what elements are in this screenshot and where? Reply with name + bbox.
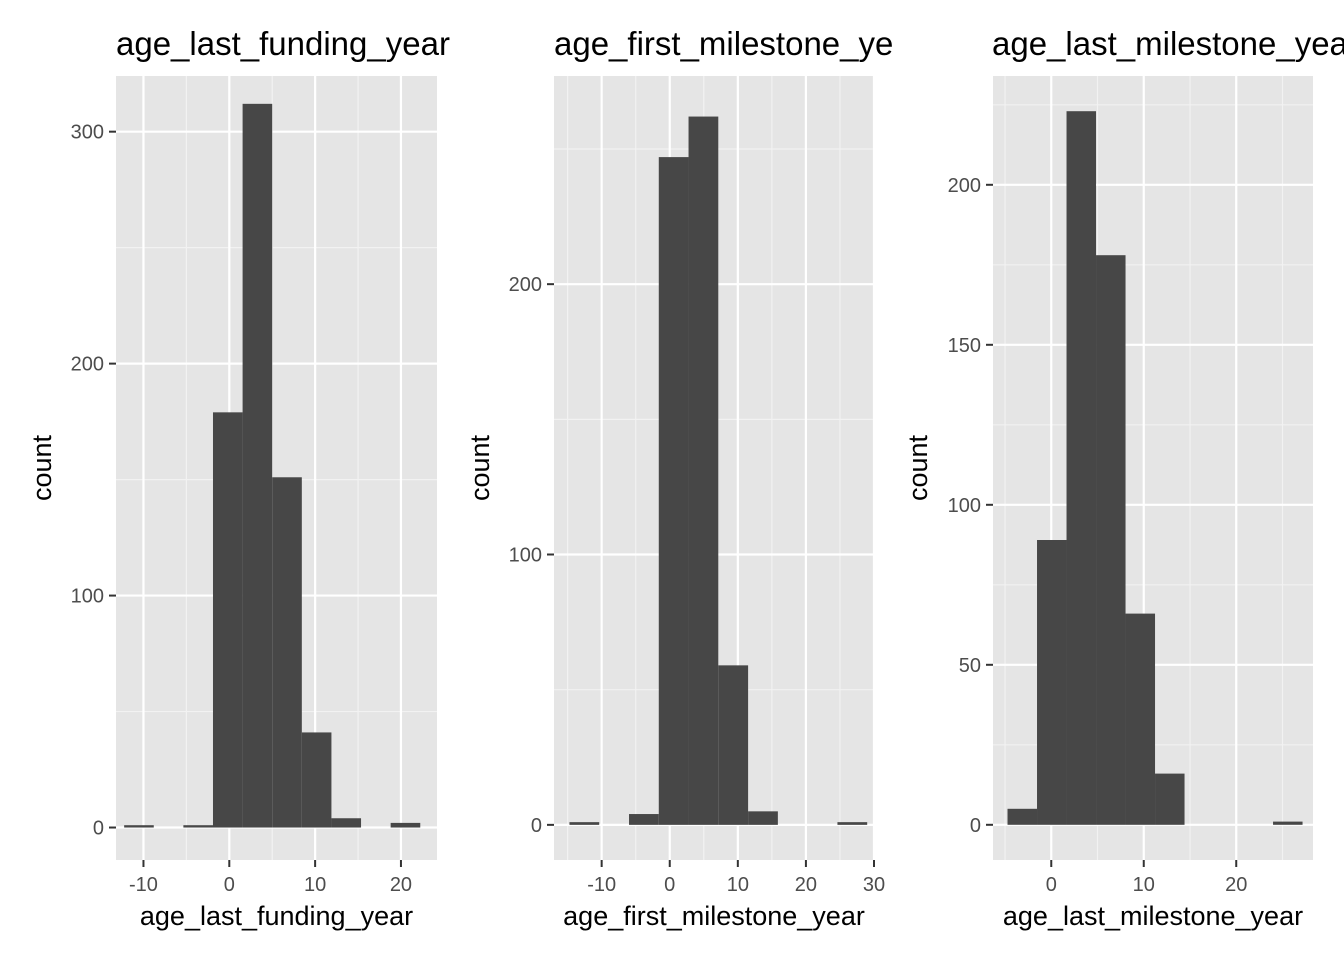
y-axis-title-1: count: [27, 434, 57, 501]
histogram-bar: [1007, 808, 1038, 825]
x-tick-label: 0: [1046, 874, 1057, 896]
x-axis-title-1: age_last_funding_year: [140, 901, 413, 931]
histogram-bar: [390, 822, 421, 828]
histogram-bar: [272, 477, 302, 828]
y-tick-label: 200: [71, 354, 104, 376]
y-tick-label: 150: [948, 335, 981, 357]
chart-title-1: age_last_funding_year: [116, 25, 450, 62]
histogram-bar: [748, 811, 778, 825]
x-tick-label: 0: [664, 874, 675, 896]
histogram-bar: [1096, 255, 1126, 825]
histogram-bar: [1037, 540, 1067, 825]
chart-title-2: age_first_milestone_year: [554, 25, 892, 62]
y-tick-label: 200: [948, 175, 981, 197]
histogram-bar: [569, 822, 600, 825]
y-tick-label: 50: [959, 655, 981, 677]
histogram-bar: [837, 822, 868, 825]
y-axis-title-3: count: [903, 434, 933, 501]
x-axis-title-2: age_first_milestone_year: [563, 901, 865, 931]
histogram-bar: [1066, 111, 1097, 825]
x-tick-label: 10: [304, 874, 326, 896]
histogram-bar: [1273, 821, 1303, 825]
x-tick-label: 20: [795, 874, 817, 896]
histogram-bar: [331, 818, 362, 828]
x-tick-label: -10: [587, 874, 616, 896]
x-tick-label: 30: [863, 874, 885, 896]
histogram-bar: [718, 665, 749, 825]
histogram-bar: [1125, 613, 1156, 825]
x-tick-label: 10: [1133, 874, 1155, 896]
y-tick-label: 0: [970, 815, 981, 837]
y-tick-label: 0: [531, 815, 542, 837]
histogram-bar: [301, 732, 332, 828]
y-tick-label: 100: [948, 495, 981, 517]
chart-title-3: age_last_milestone_year: [992, 25, 1344, 62]
x-tick-label: 10: [727, 874, 749, 896]
histogram-bar: [242, 103, 273, 828]
y-tick-label: 0: [93, 818, 104, 840]
histogram-bar: [629, 814, 659, 825]
y-tick-label: 100: [71, 586, 104, 608]
histogram-bar: [183, 825, 213, 828]
y-tick-label: 300: [71, 122, 104, 144]
x-tick-label: 0: [224, 874, 235, 896]
x-tick-label: 20: [1225, 874, 1247, 896]
y-tick-label: 200: [509, 274, 542, 296]
y-tick-label: 100: [509, 545, 542, 567]
histogram-bar: [688, 116, 719, 825]
x-axis-title-3: age_last_milestone_year: [1003, 901, 1303, 931]
histogram-bar: [658, 157, 689, 825]
histogram-bar: [1155, 773, 1185, 825]
y-axis-title-2: count: [465, 434, 495, 501]
histogram-bar: [124, 825, 154, 828]
x-tick-label: -10: [129, 874, 158, 896]
x-tick-label: 20: [390, 874, 412, 896]
histogram-bar: [212, 412, 243, 828]
